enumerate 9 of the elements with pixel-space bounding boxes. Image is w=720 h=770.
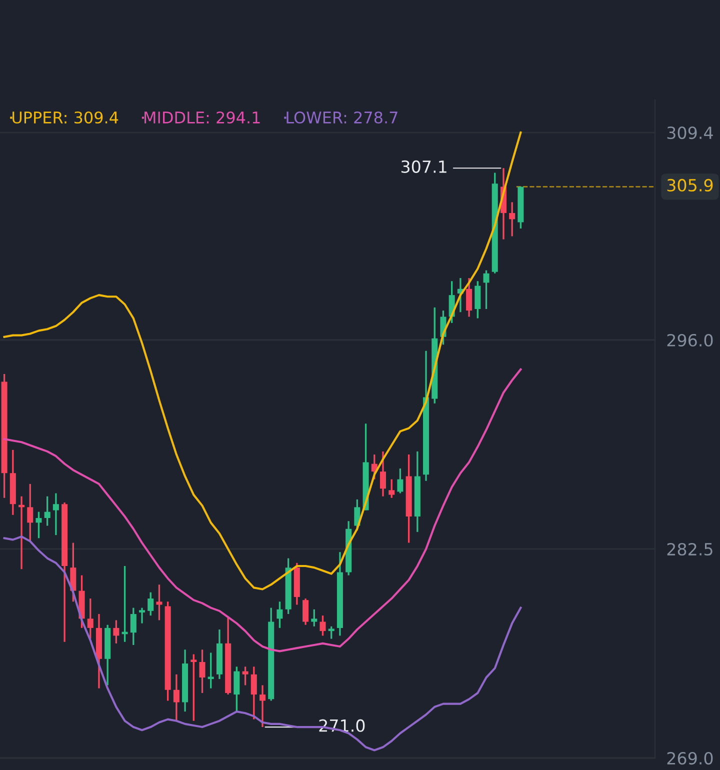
legend-label: UPPER: 309.4	[12, 111, 118, 124]
y-tick-label: 282.5	[667, 542, 712, 556]
annotation: 307.1	[401, 160, 446, 173]
legend-label: MIDDLE: 294.1	[144, 111, 260, 124]
y-tick-label: 296.0	[667, 334, 713, 347]
y-tick-label: 269.0	[667, 752, 713, 765]
ref-line-label: 305.9	[667, 178, 713, 192]
legend-label: LOWER: 278.7	[286, 111, 398, 124]
y-tick-label: 309.4	[667, 126, 713, 140]
